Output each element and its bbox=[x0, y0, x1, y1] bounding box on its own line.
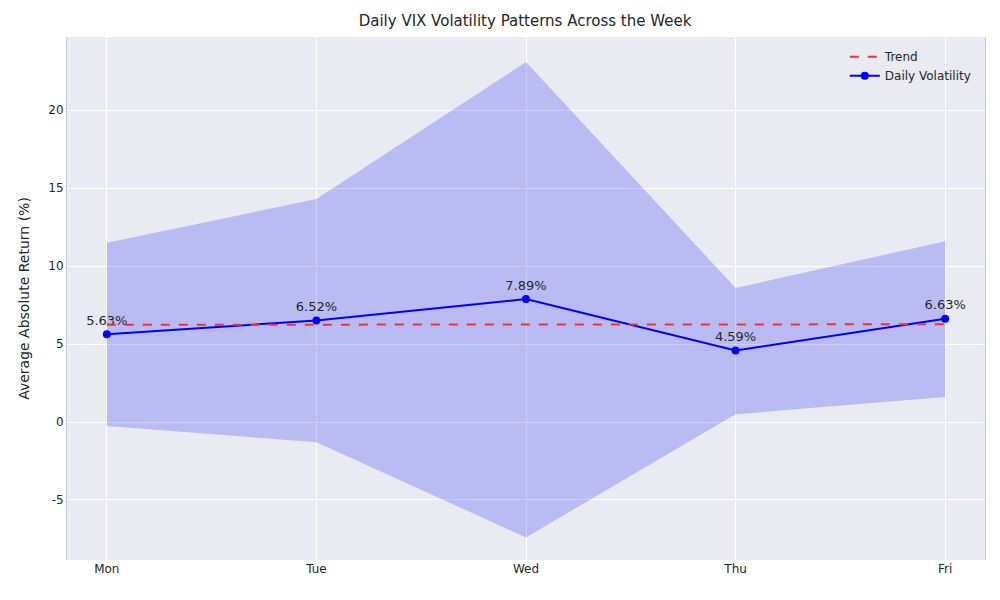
svg-text:-5: -5 bbox=[52, 493, 64, 507]
svg-text:Tue: Tue bbox=[305, 562, 327, 576]
svg-text:4.59%: 4.59% bbox=[715, 329, 756, 344]
svg-text:Daily VIX Volatility Patterns: Daily VIX Volatility Patterns Across the… bbox=[359, 12, 692, 30]
svg-text:Daily Volatility: Daily Volatility bbox=[885, 69, 971, 83]
svg-text:Average Absolute Return (%): Average Absolute Return (%) bbox=[16, 197, 32, 400]
svg-text:20: 20 bbox=[48, 103, 63, 117]
svg-text:Mon: Mon bbox=[94, 562, 119, 576]
svg-text:5.63%: 5.63% bbox=[86, 313, 127, 328]
svg-text:5: 5 bbox=[56, 337, 64, 351]
svg-text:Fri: Fri bbox=[938, 562, 952, 576]
svg-text:7.89%: 7.89% bbox=[505, 278, 546, 293]
svg-text:6.52%: 6.52% bbox=[296, 299, 337, 314]
svg-text:0: 0 bbox=[56, 415, 64, 429]
svg-text:10: 10 bbox=[48, 259, 63, 273]
svg-text:6.63%: 6.63% bbox=[925, 297, 966, 312]
svg-text:Thu: Thu bbox=[723, 562, 747, 576]
svg-text:15: 15 bbox=[48, 181, 63, 195]
svg-text:Wed: Wed bbox=[513, 562, 539, 576]
svg-text:Trend: Trend bbox=[884, 50, 918, 64]
